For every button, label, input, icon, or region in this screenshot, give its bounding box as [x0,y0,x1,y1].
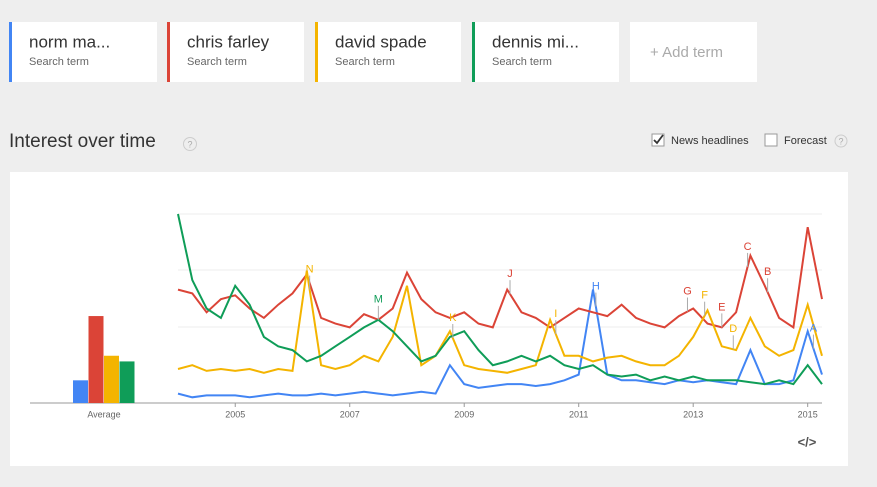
annotation-letter[interactable]: K [449,312,457,324]
series-line [177,213,823,386]
annotation-letter[interactable]: J [507,268,513,280]
x-tick-label: 2005 [225,409,245,419]
card-color-bar [9,22,12,82]
annotation-letter[interactable]: A [810,322,818,334]
average-label: Average [87,409,120,419]
add-term-card[interactable] [630,22,757,82]
search-term-sublabel: Search term [492,56,552,68]
add-term[interactable]: + Add term [650,44,723,61]
card-color-bar [167,22,170,82]
x-tick-label: 2007 [340,409,360,419]
search-term-name: david spade [335,32,427,51]
search-term-card[interactable] [315,22,461,82]
search-term-card[interactable] [472,22,619,82]
x-tick-label: 2009 [454,409,474,419]
help-icon-text: ? [838,136,843,146]
annotation-letter[interactable]: E [718,301,725,313]
annotation-letter[interactable]: G [683,285,692,297]
annotation-letter[interactable]: H [592,281,600,293]
search-term-sublabel: Search term [29,56,89,68]
search-term-name: norm ma... [29,32,110,51]
search-term-sublabel: Search term [187,56,247,68]
annotation-letter[interactable]: M [374,294,383,306]
annotation-letter[interactable]: N [306,264,314,276]
average-bar [88,316,104,403]
x-tick-label: 2015 [798,409,818,419]
checkbox-label: News headlines [671,135,749,147]
annotation-letter[interactable]: I [554,308,557,320]
search-term-name: chris farley [187,32,270,51]
annotation-letter[interactable]: F [701,290,708,302]
chart-panel [10,172,848,466]
search-term-card[interactable] [9,22,157,82]
average-bar [73,380,88,403]
annotation-letter[interactable]: D [729,323,737,335]
x-tick-label: 2013 [683,409,703,419]
embed-icon[interactable]: </> [798,434,817,449]
checkbox-label: Forecast [784,135,827,147]
annotation-letter[interactable]: B [764,266,771,278]
search-term-name: dennis mi... [492,32,579,51]
card-color-bar [315,22,318,82]
search-term-sublabel: Search term [335,56,395,68]
help-icon-text: ? [187,139,192,149]
series-line [177,227,823,330]
average-bar [119,361,135,403]
series-line [177,270,823,374]
average-bar [104,355,119,403]
checkmark [653,134,664,145]
x-tick-label: 2011 [569,409,588,419]
help-icon[interactable] [183,137,197,151]
annotation-letter[interactable]: C [744,241,752,253]
checkbox[interactable] [764,133,778,147]
section-title: Interest over time [9,131,156,152]
card-color-bar [472,22,475,82]
search-term-card[interactable] [167,22,304,82]
help-icon[interactable] [834,134,848,148]
